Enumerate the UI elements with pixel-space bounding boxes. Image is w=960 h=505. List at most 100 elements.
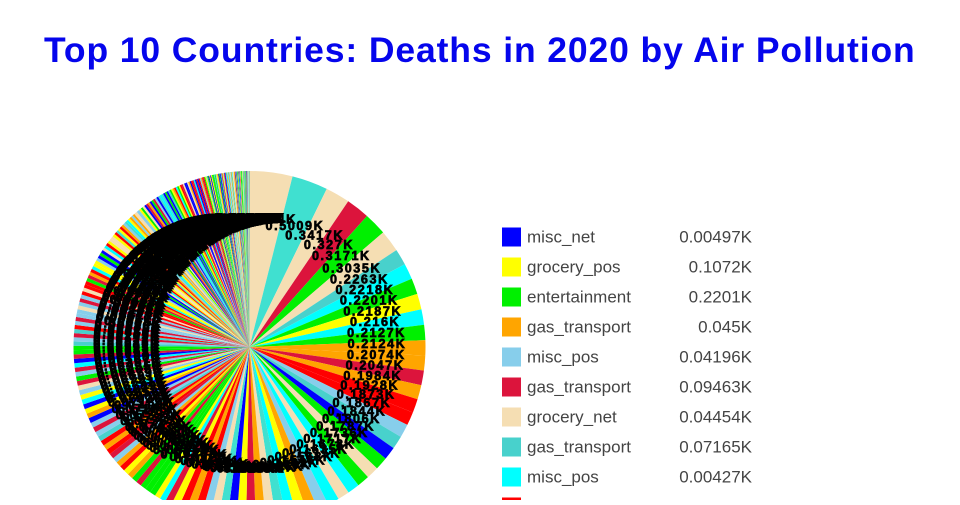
svg-text:0.1502K: 0.1502K [260, 456, 319, 470]
svg-text:entertainment: entertainment [527, 288, 631, 307]
svg-text:0.01323K: 0.01323K [191, 215, 258, 229]
svg-text:0.06335K: 0.06335K [95, 359, 162, 373]
svg-text:0.1844K: 0.1844K [328, 404, 387, 418]
svg-text:0.00727K: 0.00727K [211, 212, 278, 226]
svg-text:0.05014K: 0.05014K [100, 296, 167, 310]
svg-text:0.0099K: 0.0099K [207, 213, 266, 227]
svg-text:0.2124K: 0.2124K [348, 337, 407, 351]
svg-text:0.02971K: 0.02971K [143, 237, 210, 251]
svg-text:0.04476K: 0.04476K [106, 282, 173, 296]
svg-text:0.04454K: 0.04454K [137, 241, 204, 255]
svg-text:0.06081K: 0.06081K [93, 343, 160, 357]
svg-text:0.01435K: 0.01435K [188, 215, 255, 229]
svg-text:0.1928K: 0.1928K [340, 378, 399, 392]
svg-text:0.055K: 0.055K [104, 314, 154, 328]
svg-text:0.07691K: 0.07691K [131, 426, 198, 440]
svg-text:0.1568K: 0.1568K [275, 450, 334, 464]
svg-text:0.02801K: 0.02801K [150, 232, 217, 246]
svg-text:0.2201K: 0.2201K [340, 293, 399, 307]
svg-text:0.0092K: 0.0092K [209, 212, 268, 226]
svg-text:0.03153K: 0.03153K [129, 249, 196, 263]
svg-text:0.0296K: 0.0296K [148, 236, 207, 250]
svg-text:0.00752K: 0.00752K [210, 212, 277, 226]
svg-text:0.00524K: 0.00524K [215, 212, 282, 226]
svg-text:0.02027K: 0.02027K [173, 220, 240, 234]
svg-text:0.05922K: 0.05922K [93, 334, 160, 348]
svg-text:0.05615K: 0.05615K [94, 322, 161, 336]
svg-text:0.01287K: 0.01287K [193, 214, 260, 228]
svg-text:0.04447K: 0.04447K [107, 280, 174, 294]
svg-text:0.327K: 0.327K [304, 238, 354, 252]
svg-text:0.041K: 0.041K [123, 267, 173, 281]
svg-text:0.01202K: 0.01202K [196, 214, 263, 228]
svg-text:0.5009K: 0.5009K [266, 219, 325, 233]
svg-text:0.02805K: 0.02805K [136, 243, 203, 257]
svg-text:0.01775K: 0.01775K [181, 217, 248, 231]
svg-text:0.045K: 0.045K [113, 284, 163, 298]
svg-text:0.00427K: 0.00427K [217, 212, 284, 226]
svg-text:0.02694K: 0.02694K [154, 229, 221, 243]
svg-text:0.07134K: 0.07134K [108, 395, 175, 409]
svg-text:0.07008K: 0.07008K [105, 389, 172, 403]
svg-text:0.019K: 0.019K [185, 219, 235, 233]
svg-text:0.01083K: 0.01083K [201, 213, 268, 227]
svg-text:0.06405K: 0.06405K [96, 363, 163, 377]
svg-text:0.06691K: 0.06691K [98, 369, 165, 383]
svg-text:0.00882K: 0.00882K [207, 212, 274, 226]
svg-text:0.00928K: 0.00928K [204, 212, 271, 226]
svg-text:0.01169K: 0.01169K [198, 213, 265, 227]
svg-text:0.02957K: 0.02957K [145, 235, 212, 249]
svg-text:0.04196K: 0.04196K [679, 348, 752, 367]
svg-text:0.03098K: 0.03098K [130, 248, 197, 262]
svg-text:grocery_net: grocery_net [527, 408, 617, 427]
svg-text:0.00366K: 0.00366K [218, 212, 285, 226]
svg-text:0.02091K: 0.02091K [171, 221, 238, 235]
svg-text:0.07993K: 0.07993K [149, 441, 216, 455]
svg-text:0.00774K: 0.00774K [209, 212, 276, 226]
svg-text:0.01203K: 0.01203K [195, 214, 262, 228]
svg-text:Top 10 Countries: Deaths in 20: Top 10 Countries: Deaths in 2020 by Air … [44, 30, 916, 70]
svg-text:0.07905K: 0.07905K [143, 436, 210, 450]
svg-text:0.03901K: 0.03901K [118, 262, 185, 276]
svg-text:0.01881K: 0.01881K [177, 219, 244, 233]
svg-text:0.04777K: 0.04777K [102, 291, 169, 305]
svg-text:0.00375K: 0.00375K [218, 212, 285, 226]
svg-text:0.00731K: 0.00731K [211, 212, 278, 226]
svg-text:0.0064K: 0.0064K [217, 212, 276, 226]
svg-text:0.00497K: 0.00497K [216, 212, 283, 226]
svg-text:gas_transport: gas_transport [527, 438, 631, 457]
svg-text:0.1984K: 0.1984K [343, 369, 402, 383]
svg-text:0.04196K: 0.04196K [139, 240, 206, 254]
svg-text:0.02482K: 0.02482K [160, 226, 227, 240]
svg-text:0.05321K: 0.05321K [96, 311, 163, 325]
svg-text:gas_transport: gas_transport [527, 318, 631, 337]
svg-text:0.03927K: 0.03927K [117, 263, 184, 277]
svg-text:0.1446K: 0.1446K [245, 460, 304, 474]
svg-text:0.3417K: 0.3417K [285, 228, 344, 242]
svg-text:0.01568K: 0.01568K [185, 216, 252, 230]
svg-text:0.00526K: 0.00526K [215, 212, 282, 226]
svg-text:0.06479K: 0.06479K [97, 366, 164, 380]
svg-text:misc_net: misc_net [527, 228, 595, 247]
svg-text:0.02984K: 0.02984K [142, 238, 209, 252]
svg-text:0.00353K: 0.00353K [218, 212, 285, 226]
svg-text:0.07982K: 0.07982K [146, 439, 213, 453]
svg-text:0.04317K: 0.04317K [109, 276, 176, 290]
svg-text:0.00687K: 0.00687K [212, 212, 279, 226]
svg-text:0.01918K: 0.01918K [175, 219, 242, 233]
svg-text:0.2263K: 0.2263K [330, 273, 389, 287]
svg-text:0.07165K: 0.07165K [679, 438, 752, 457]
svg-text:0.01068K: 0.01068K [201, 213, 268, 227]
svg-text:0.07696K: 0.07696K [133, 428, 200, 442]
svg-text:0.04752K: 0.04752K [103, 289, 170, 303]
svg-text:0.3171K: 0.3171K [312, 249, 371, 263]
svg-text:0.1294K: 0.1294K [210, 461, 269, 475]
svg-text:0.06098K: 0.06098K [94, 347, 161, 361]
svg-text:0.02127K: 0.02127K [169, 222, 236, 236]
svg-text:0.2218K: 0.2218K [335, 283, 394, 297]
svg-text:0.09463K: 0.09463K [679, 378, 752, 397]
svg-text:0.02767K: 0.02767K [152, 231, 219, 245]
svg-text:0.0352K: 0.0352K [131, 252, 190, 266]
svg-text:0.07811K: 0.07811K [137, 431, 204, 445]
svg-text:0.1873K: 0.1873K [337, 388, 396, 402]
